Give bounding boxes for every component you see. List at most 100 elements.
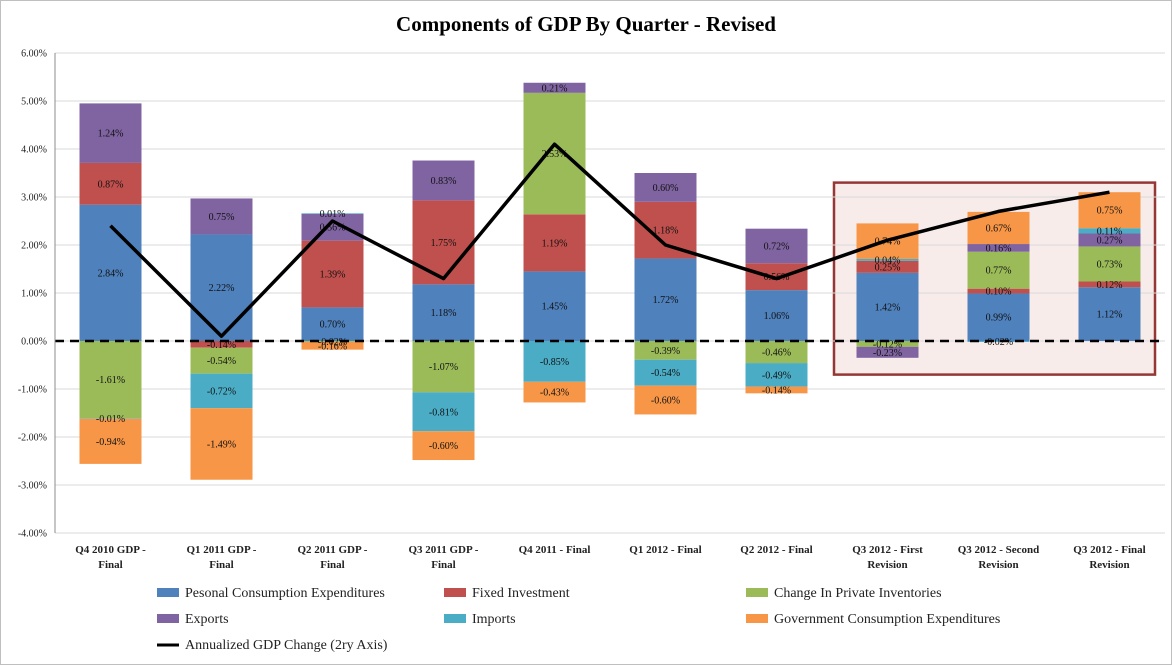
data-label: 0.87% xyxy=(98,179,124,190)
bar-segment xyxy=(634,258,697,341)
bar-segment xyxy=(967,341,1030,342)
data-label: 1.45% xyxy=(542,302,568,313)
x-category-label: Q3 2012 - Second Revision xyxy=(958,544,1040,571)
legend-label: Imports xyxy=(472,612,516,627)
data-label: 0.77% xyxy=(986,266,1012,277)
bar-segment xyxy=(745,386,808,394)
data-label: 0.72% xyxy=(764,241,790,252)
data-label: 0.67% xyxy=(986,223,1012,234)
bar-segment xyxy=(412,284,475,341)
bar-segment xyxy=(79,103,142,163)
y-tick-label: 4.00% xyxy=(21,145,47,156)
data-label: 1.75% xyxy=(431,238,457,249)
bar-segment xyxy=(856,341,919,347)
bar-segment xyxy=(745,290,808,341)
x-category-label: Q2 2011 GDP -Final xyxy=(298,544,368,571)
data-label: 0.99% xyxy=(986,313,1012,324)
bar-segment xyxy=(412,200,475,285)
data-label: -0.85% xyxy=(540,357,569,368)
y-tick-label: 0.00% xyxy=(21,337,47,348)
y-tick-label: -1.00% xyxy=(18,385,47,396)
data-label: -1.07% xyxy=(429,362,458,373)
data-label: -0.14% xyxy=(762,385,791,396)
bar-segment xyxy=(856,258,919,261)
bar-segment xyxy=(190,198,253,235)
data-label: -1.61% xyxy=(96,375,125,386)
bar-segment xyxy=(412,431,475,461)
data-label: -0.60% xyxy=(651,396,680,407)
x-category-label: Q3 2012 - Final Revision xyxy=(1073,544,1145,571)
legend-swatch xyxy=(444,588,466,597)
bar-segment xyxy=(79,418,142,419)
data-label: 0.16% xyxy=(986,243,1012,254)
bar-segment xyxy=(745,341,808,364)
data-label: 0.70% xyxy=(320,320,346,331)
x-category-label: Q3 2011 GDP -Final xyxy=(409,544,479,571)
legend-swatch xyxy=(157,614,179,623)
data-label: 1.72% xyxy=(653,295,679,306)
bar-segment xyxy=(1078,246,1141,282)
bar-segment xyxy=(523,341,586,382)
data-label: 2.84% xyxy=(98,268,124,279)
data-label: 0.11% xyxy=(1097,226,1122,237)
y-tick-label: 6.00% xyxy=(21,49,47,60)
y-tick-label: 2.00% xyxy=(21,241,47,252)
bar-segment xyxy=(634,385,697,415)
bar-segment xyxy=(523,82,586,93)
data-label: -0.39% xyxy=(651,346,680,357)
bar-segment xyxy=(634,341,697,360)
bar-segment xyxy=(301,307,364,341)
legend-swatch xyxy=(746,614,768,623)
data-label: -0.01% xyxy=(96,414,125,425)
data-label: -0.43% xyxy=(540,388,569,399)
bar-segment xyxy=(412,392,475,432)
bar-segment xyxy=(301,341,364,350)
legend-label: Fixed Investment xyxy=(472,586,570,601)
legend-label: Pesonal Consumption Expenditures xyxy=(185,586,385,601)
bar-segment xyxy=(745,363,808,387)
y-tick-label: -2.00% xyxy=(18,433,47,444)
legend-label: Annualized GDP Change (2ry Axis) xyxy=(185,638,388,653)
data-label: -0.02% xyxy=(984,337,1013,348)
bar-segment xyxy=(1078,228,1141,234)
data-label: -0.16% xyxy=(318,341,347,352)
data-label: 0.74% xyxy=(875,237,901,248)
legend-label: Change In Private Inventories xyxy=(774,586,942,601)
bar-segment xyxy=(79,418,142,464)
bar-segment xyxy=(634,173,697,202)
bar-segment xyxy=(523,214,586,272)
bar-segment xyxy=(967,251,1030,289)
bar-segment xyxy=(1078,192,1141,229)
bar-segment xyxy=(1078,287,1141,341)
data-label: -0.12% xyxy=(873,339,902,350)
x-category-label: Q4 2011 - Final xyxy=(519,544,591,556)
legend-swatch xyxy=(444,614,466,623)
data-label: 1.19% xyxy=(542,238,568,249)
bar-segment xyxy=(523,271,586,341)
bar-segment xyxy=(301,213,364,214)
data-label: 0.21% xyxy=(542,83,568,94)
bar-segment xyxy=(634,359,697,386)
data-label: 0.56% xyxy=(320,223,346,234)
legend-label: Exports xyxy=(185,612,229,627)
data-label: 0.10% xyxy=(986,287,1012,298)
bar-segment xyxy=(523,92,586,215)
data-label: -0.94% xyxy=(96,437,125,448)
y-tick-label: -4.00% xyxy=(18,529,47,540)
data-label: 0.04% xyxy=(875,255,901,266)
bar-segment xyxy=(634,201,697,259)
data-label: -0.46% xyxy=(762,348,791,359)
x-category-label: Q1 2011 GDP -Final xyxy=(187,544,257,571)
bar-segment xyxy=(79,341,142,419)
data-label: 0.01% xyxy=(320,209,346,220)
bar-segment xyxy=(856,260,919,273)
bar-segment xyxy=(190,234,253,341)
data-label: 1.42% xyxy=(875,302,901,313)
data-label: -1.49% xyxy=(207,439,236,450)
x-category-label: Q1 2012 - Final xyxy=(629,544,701,556)
y-tick-label: 5.00% xyxy=(21,97,47,108)
legend-label: Government Consumption Expenditures xyxy=(774,612,1000,627)
data-label: -0.14% xyxy=(207,340,236,351)
bar-segment xyxy=(190,341,253,348)
